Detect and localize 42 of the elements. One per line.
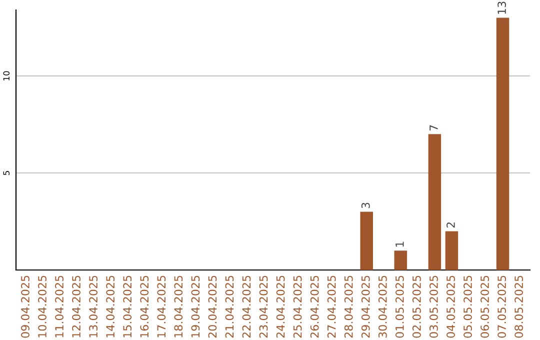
data-label: 2 [446, 222, 455, 228]
x-tick-label: 29.04.2025 [361, 276, 370, 338]
data-label: 1 [396, 242, 404, 247]
x-tick-label: 20.04.2025 [208, 276, 217, 338]
x-tick-label: 10.04.2025 [38, 276, 46, 338]
data-label: 7 [430, 125, 438, 130]
x-tick-label: 23.04.2025 [259, 276, 268, 338]
x-tick-label: 08.05.2025 [514, 276, 524, 338]
x-tick-label: 04.05.2025 [446, 276, 455, 338]
x-tick-label: 26.04.2025 [310, 276, 319, 338]
bar [496, 18, 510, 270]
x-tick-label: 28.04.2025 [344, 276, 353, 338]
data-label: 13 [498, 2, 506, 14]
x-tick-label: 27.04.2025 [327, 276, 336, 338]
x-tick-label: 11.04.2025 [55, 276, 64, 338]
y-tick-label: 10 [3, 71, 10, 80]
x-tick-label: 12.04.2025 [72, 276, 80, 338]
bar [360, 212, 373, 270]
x-tick-label: 18.04.2025 [174, 276, 183, 338]
x-tick-label: 30.04.2025 [378, 276, 387, 338]
x-tick-label: 15.04.2025 [123, 276, 132, 338]
x-tick-label: 03.05.2025 [430, 276, 438, 338]
x-tick-label: 25.04.2025 [293, 276, 302, 338]
x-tick-label: 01.05.2025 [395, 276, 404, 338]
x-tick-label: 02.05.2025 [412, 276, 421, 338]
x-tick-label: 17.04.2025 [157, 276, 166, 338]
data-label: 3 [361, 202, 370, 208]
x-tick-label: 13.04.2025 [89, 276, 98, 338]
x-tick-label: 19.04.2025 [191, 276, 200, 338]
x-tick-label: 24.04.2025 [276, 276, 285, 338]
x-tick-label: 07.05.2025 [498, 276, 506, 338]
bar [445, 231, 458, 270]
x-tick-label: 06.05.2025 [480, 276, 489, 338]
bar [428, 134, 442, 270]
x-tick-label: 05.05.2025 [464, 276, 472, 338]
x-tick-label: 21.04.2025 [225, 276, 234, 338]
y-tick-label: 5 [3, 171, 10, 175]
x-tick-label: 14.04.2025 [106, 276, 115, 338]
x-tick-label: 22.04.2025 [242, 276, 251, 338]
x-tick-label: 16.04.2025 [140, 276, 149, 338]
bar [394, 250, 408, 270]
x-tick-label: 09.04.2025 [21, 276, 30, 338]
